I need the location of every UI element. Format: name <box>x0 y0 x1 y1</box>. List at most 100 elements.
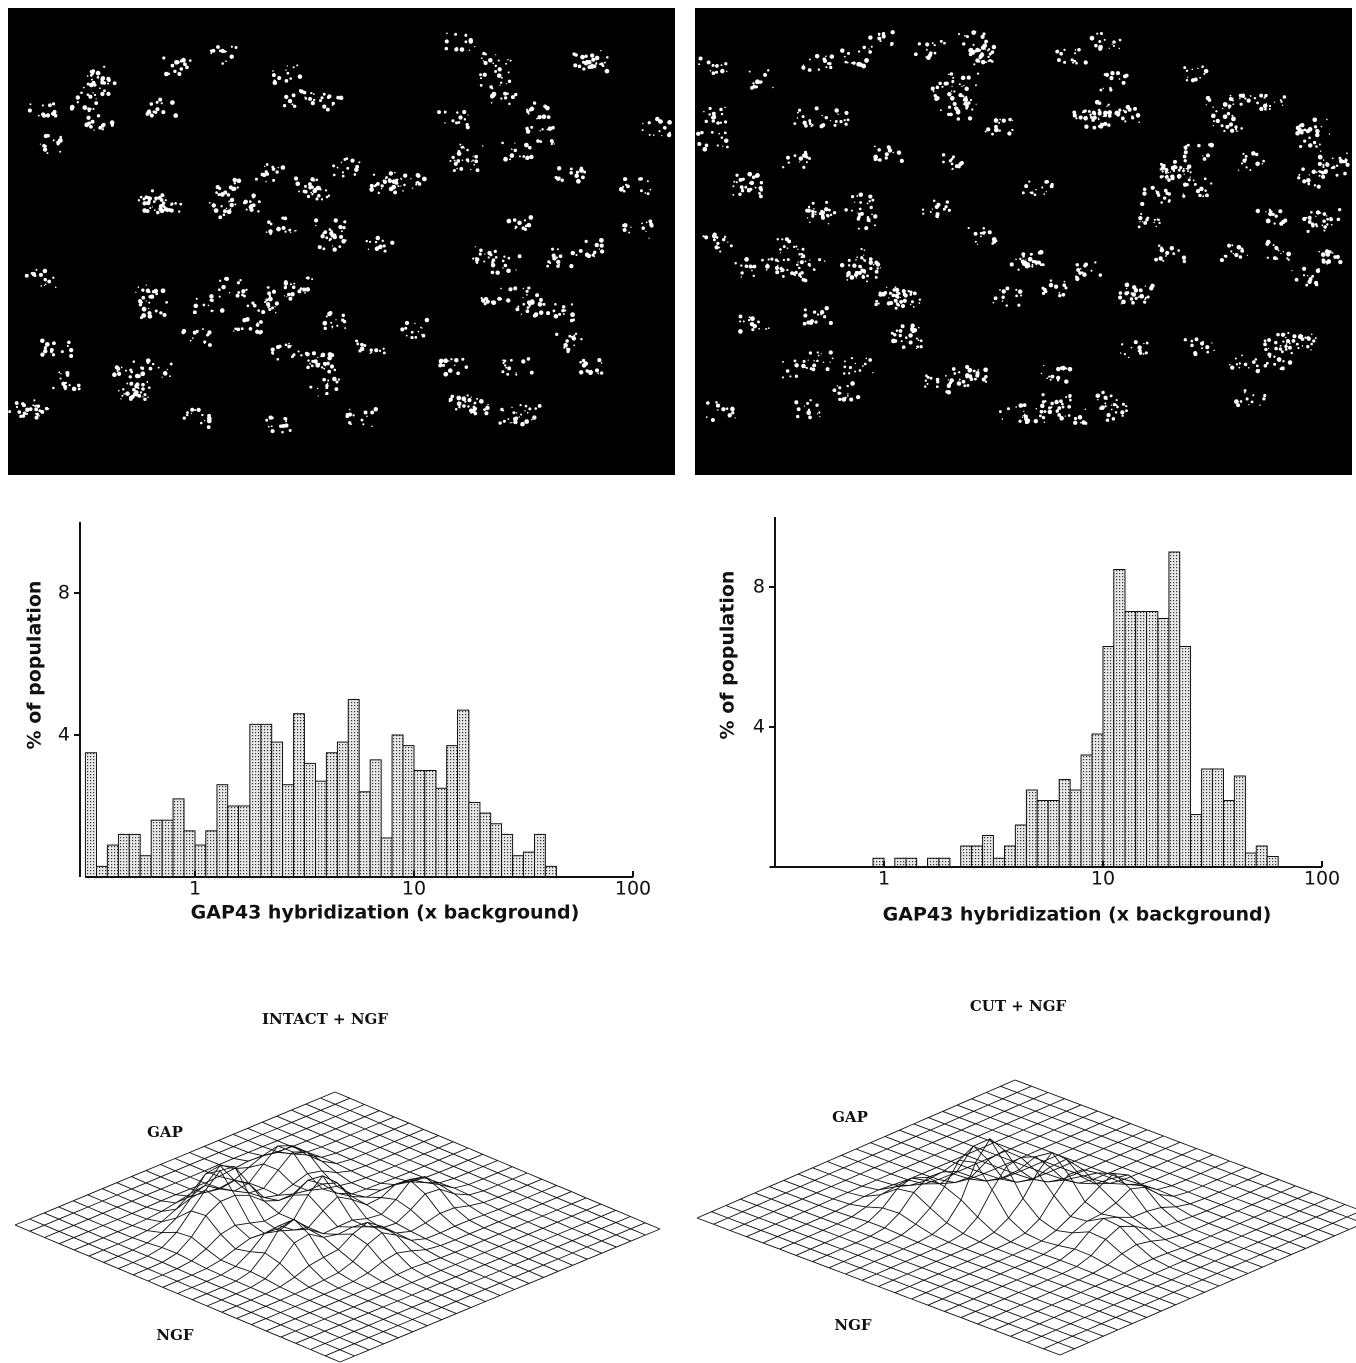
speck <box>971 30 976 35</box>
speck <box>44 342 50 347</box>
speck <box>894 286 897 289</box>
speck <box>1024 420 1029 425</box>
speck <box>1018 403 1024 408</box>
speck <box>1001 300 1004 302</box>
speck <box>925 56 928 59</box>
speck <box>947 92 952 97</box>
speck <box>508 287 513 292</box>
speck <box>1238 362 1241 365</box>
speck <box>1183 338 1187 342</box>
speck <box>1035 407 1038 410</box>
speck <box>532 415 537 420</box>
speck <box>980 45 986 50</box>
speck <box>750 316 755 322</box>
speck <box>420 326 422 329</box>
speck <box>212 310 214 312</box>
speck <box>1106 105 1108 108</box>
speck <box>580 54 585 60</box>
speck <box>37 114 40 117</box>
surface-mesh <box>147 1147 469 1282</box>
speck <box>303 189 308 194</box>
speck <box>590 53 595 58</box>
speck <box>482 72 487 77</box>
speck <box>746 188 751 193</box>
speck <box>454 357 459 363</box>
speck <box>454 408 458 411</box>
speck <box>732 193 735 196</box>
speck <box>450 394 455 399</box>
speck <box>1331 252 1334 254</box>
speck <box>520 413 523 416</box>
speck <box>1268 108 1271 111</box>
speck <box>339 224 342 228</box>
speck <box>1338 156 1342 160</box>
speck <box>308 96 313 101</box>
speck <box>228 200 231 203</box>
speck <box>280 165 286 170</box>
speck <box>1041 393 1045 397</box>
speck <box>1065 367 1068 370</box>
speck <box>1195 188 1201 194</box>
speck <box>1203 177 1207 181</box>
speck <box>63 384 68 390</box>
speck <box>1062 283 1067 287</box>
speck <box>1056 366 1061 372</box>
speck <box>1287 331 1290 335</box>
speck <box>377 244 383 250</box>
speck <box>1005 304 1008 307</box>
speck <box>827 208 831 212</box>
speck <box>1306 229 1310 233</box>
speck <box>320 234 325 239</box>
speck <box>807 262 811 267</box>
speck <box>1131 115 1134 118</box>
speck <box>491 91 497 97</box>
speck <box>571 335 575 339</box>
speck <box>239 278 242 282</box>
speck <box>780 270 782 273</box>
speck <box>1043 287 1047 292</box>
speck <box>342 319 347 324</box>
speck <box>58 371 61 374</box>
speck <box>1314 282 1319 287</box>
speck <box>909 290 913 294</box>
speck <box>42 147 48 152</box>
speck <box>281 424 286 429</box>
speck <box>34 407 39 412</box>
speck <box>536 117 539 120</box>
bar <box>1124 611 1137 868</box>
speck <box>1272 256 1277 261</box>
speck <box>837 391 841 395</box>
speck <box>1185 182 1189 187</box>
y-axis-label: % of population <box>717 571 739 740</box>
speck <box>311 359 315 363</box>
surface-mesh <box>861 1141 1181 1281</box>
speck <box>558 263 561 266</box>
speck <box>276 357 280 361</box>
speck <box>232 177 237 183</box>
speck <box>829 120 832 122</box>
speck <box>779 267 783 270</box>
speck <box>1182 154 1187 159</box>
speck <box>1215 110 1218 113</box>
speck <box>52 139 55 142</box>
speck <box>843 55 846 58</box>
speck <box>956 117 961 121</box>
speck <box>1110 72 1113 75</box>
speck <box>592 64 597 69</box>
bar <box>249 723 262 878</box>
surface-mesh <box>233 1133 559 1272</box>
speck <box>143 393 147 397</box>
speck <box>1239 102 1243 106</box>
speck <box>535 293 540 298</box>
speck <box>1325 161 1328 164</box>
speck <box>400 327 405 332</box>
speck <box>309 362 311 365</box>
speck <box>1318 170 1322 174</box>
speck <box>26 412 29 416</box>
speck <box>126 382 129 385</box>
speck <box>315 197 319 201</box>
speck <box>226 193 231 197</box>
speck <box>524 404 528 408</box>
speck <box>478 252 482 256</box>
